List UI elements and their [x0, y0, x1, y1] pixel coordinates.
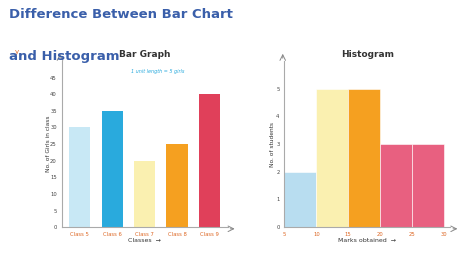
Y-axis label: No. of students: No. of students: [270, 122, 275, 166]
Text: Difference Between Bar Chart: Difference Between Bar Chart: [9, 8, 233, 21]
Bar: [69, 127, 90, 227]
Y-axis label: No. of Girls in class: No. of Girls in class: [46, 116, 51, 172]
Bar: [166, 144, 188, 227]
Bar: [316, 89, 348, 227]
Text: y: y: [15, 49, 19, 55]
Title: Histogram: Histogram: [341, 50, 394, 59]
Bar: [101, 111, 123, 227]
Bar: [134, 161, 155, 227]
Bar: [348, 89, 380, 227]
Bar: [380, 144, 412, 227]
Title: Bar Graph: Bar Graph: [119, 50, 170, 59]
Bar: [199, 94, 220, 227]
Text: 1 unit length = 5 girls: 1 unit length = 5 girls: [131, 69, 184, 74]
Bar: [284, 172, 316, 227]
X-axis label: Marks obtained  →: Marks obtained →: [338, 238, 396, 243]
Text: and Histogram: and Histogram: [9, 50, 120, 63]
Bar: [412, 144, 444, 227]
X-axis label: Classes  →: Classes →: [128, 238, 161, 243]
